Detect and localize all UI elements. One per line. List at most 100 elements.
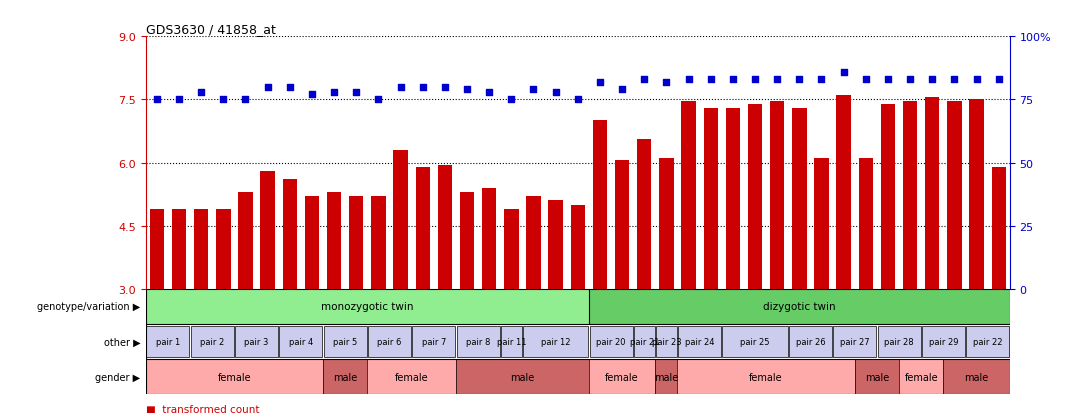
Point (458, 87, 475, 93)
Text: pair 12: pair 12 (541, 337, 570, 346)
Bar (260, 171, 274, 289)
Text: pair 24: pair 24 (685, 337, 714, 346)
Bar (881, 104, 895, 289)
Bar (280, 326, 322, 357)
Bar (146, 289, 589, 324)
Text: pair 4: pair 4 (288, 337, 313, 346)
Point (769, 77, 786, 83)
Bar (814, 159, 828, 289)
Bar (926, 98, 940, 289)
Text: pair 20: pair 20 (596, 337, 625, 346)
Text: other ▶: other ▶ (104, 337, 140, 347)
Point (835, 69, 852, 76)
Point (414, 84, 431, 91)
Bar (677, 359, 854, 394)
Point (392, 84, 409, 91)
Text: female: female (395, 372, 429, 382)
Bar (457, 326, 500, 357)
Point (658, 79, 675, 86)
Text: pair 1: pair 1 (156, 337, 180, 346)
Text: GDS3630 / 41858_at: GDS3630 / 41858_at (146, 23, 275, 36)
Bar (172, 209, 186, 289)
Bar (526, 197, 541, 289)
Text: pair 3: pair 3 (244, 337, 269, 346)
Text: pair 26: pair 26 (796, 337, 825, 346)
Bar (593, 121, 607, 289)
Text: pair 7: pair 7 (421, 337, 446, 346)
Text: monozygotic twin: monozygotic twin (321, 301, 414, 312)
Point (791, 77, 808, 83)
Bar (367, 359, 456, 394)
Bar (413, 326, 456, 357)
Bar (456, 359, 589, 394)
Bar (922, 326, 964, 357)
Text: male: male (865, 372, 889, 382)
Point (923, 77, 941, 83)
Bar (747, 104, 762, 289)
Point (680, 77, 698, 83)
Bar (235, 326, 278, 357)
Bar (216, 209, 230, 289)
Text: female: female (904, 372, 939, 382)
Point (879, 77, 896, 83)
Text: male: male (333, 372, 357, 382)
Point (303, 92, 321, 98)
Point (569, 97, 586, 104)
Point (990, 77, 1008, 83)
Text: gender ▶: gender ▶ (95, 372, 140, 382)
Point (215, 97, 232, 104)
Bar (834, 326, 876, 357)
Bar (460, 192, 474, 289)
Point (148, 97, 165, 104)
Point (725, 77, 742, 83)
Bar (656, 359, 677, 394)
Bar (659, 159, 674, 289)
Point (636, 77, 653, 83)
Text: pair 22: pair 22 (973, 337, 1002, 346)
Point (813, 77, 831, 83)
Point (369, 97, 387, 104)
Bar (859, 159, 873, 289)
Point (525, 87, 542, 93)
Bar (634, 326, 654, 357)
Point (902, 77, 919, 83)
Text: female: female (750, 372, 783, 382)
Bar (323, 359, 367, 394)
Text: female: female (217, 372, 252, 382)
Bar (726, 109, 740, 289)
Point (281, 84, 298, 91)
Bar (501, 326, 522, 357)
Bar (590, 326, 633, 357)
Bar (903, 102, 917, 289)
Bar (899, 359, 943, 394)
Bar (589, 359, 656, 394)
Point (348, 89, 365, 96)
Point (436, 84, 454, 91)
Point (613, 87, 631, 93)
Text: pair 2: pair 2 (200, 337, 225, 346)
Text: male: male (510, 372, 535, 382)
Point (325, 89, 342, 96)
Bar (836, 96, 851, 289)
Point (946, 77, 963, 83)
Point (502, 97, 519, 104)
Text: pair 11: pair 11 (497, 337, 526, 346)
Bar (878, 326, 920, 357)
Point (702, 77, 719, 83)
Bar (305, 197, 320, 289)
Point (968, 77, 985, 83)
Bar (194, 209, 208, 289)
Point (546, 89, 564, 96)
Bar (970, 100, 984, 289)
Bar (656, 326, 677, 357)
Bar (504, 209, 518, 289)
Bar (416, 167, 430, 289)
Bar (723, 326, 787, 357)
Bar (437, 165, 453, 289)
Bar (549, 201, 563, 289)
Text: pair 8: pair 8 (465, 337, 490, 346)
Bar (943, 359, 1010, 394)
Bar (703, 109, 718, 289)
Text: pair 23: pair 23 (651, 337, 681, 346)
Point (192, 89, 210, 96)
